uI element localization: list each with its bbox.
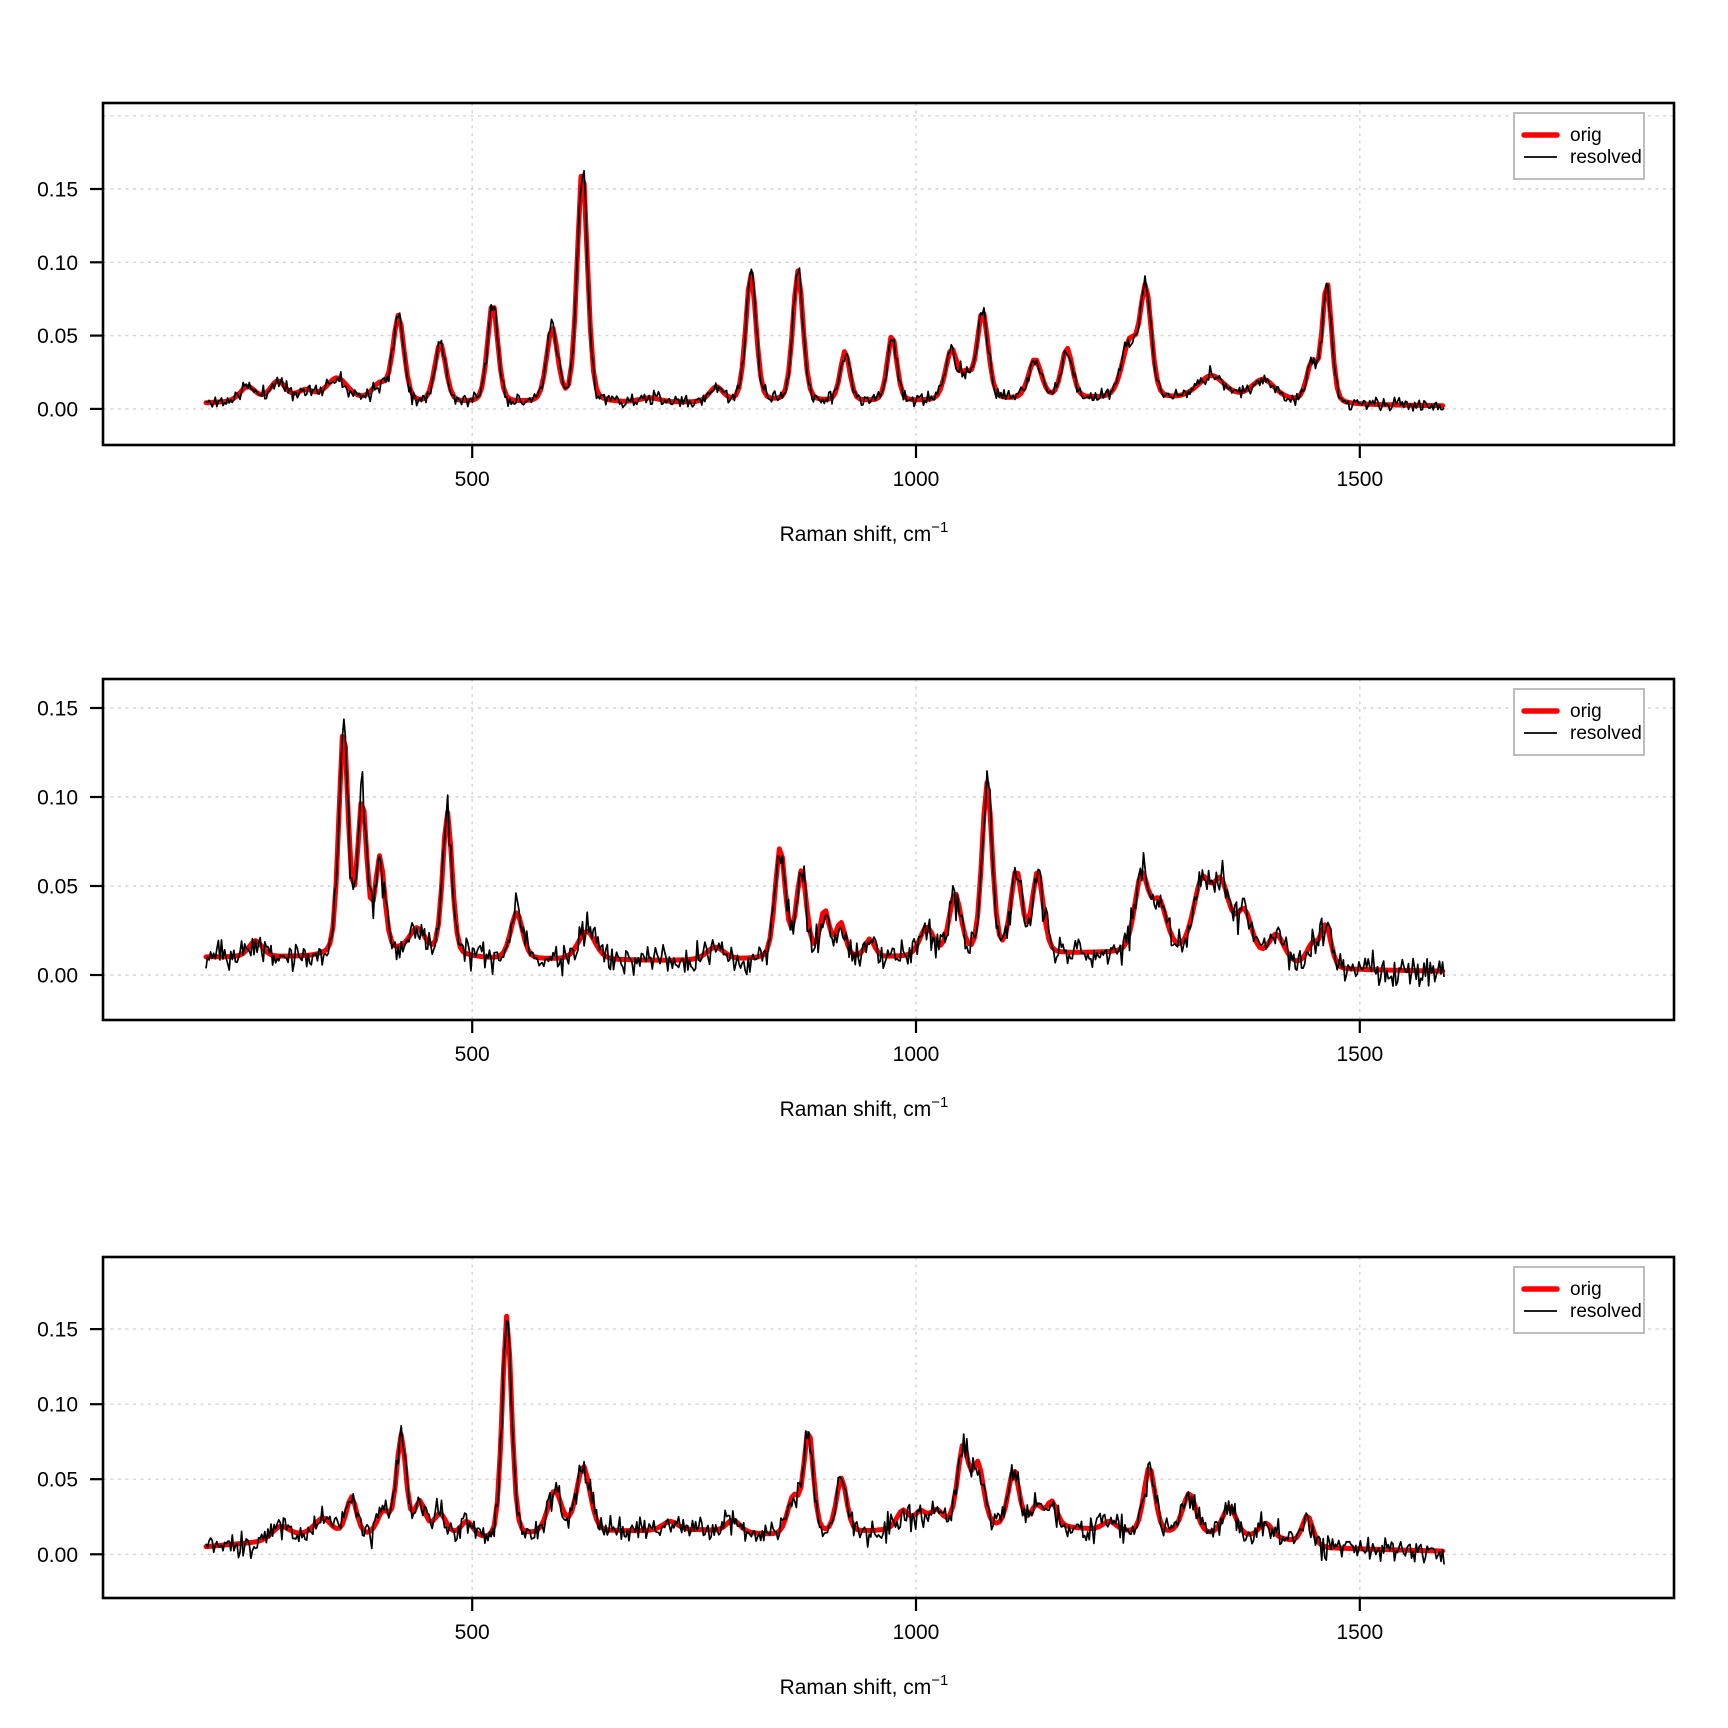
x-tick-label: 1000: [893, 468, 940, 491]
legend-box: [1513, 1266, 1645, 1334]
y-tick-label: 0.05: [37, 876, 78, 899]
tick-layer: 500 1000 1500 0.00 0.05 0.10 0.15: [37, 1319, 1383, 1644]
x-tick-label: 1500: [1336, 1043, 1383, 1066]
y-tick-label: 0.00: [37, 1544, 78, 1567]
legend-orig-label: orig: [1570, 701, 1602, 722]
x-tick-label: 500: [455, 1621, 490, 1644]
legend-box: [1513, 112, 1645, 180]
x-tick-label: 1500: [1336, 468, 1383, 491]
plot-frame: [101, 101, 1676, 447]
y-tick-label: 0.10: [37, 252, 78, 275]
tick-layer: 500 1000 1500 0.00 0.05 0.10 0.15: [37, 179, 1383, 492]
x-axis-label: Raman shift, cm−1: [780, 519, 949, 546]
y-tick-label: 0.00: [37, 398, 78, 421]
legend-box: [1513, 688, 1645, 756]
curve-layer: [203, 1313, 1446, 1565]
y-tick-label: 0.05: [37, 1469, 78, 1492]
x-tick-label: 500: [455, 1043, 490, 1066]
x-tick-label: 1000: [893, 1043, 940, 1066]
spectrum-panel-1: 500 1000 1500 0.00 0.05 0.10 0.15 Raman shift,…: [0, 0, 1728, 576]
grid-layer: [103, 103, 1674, 445]
tick-layer: 500 1000 1500 0.00 0.05 0.10 0.15: [37, 698, 1383, 1067]
y-tick-label: 0.00: [37, 965, 78, 988]
legend-resolved-label: resolved: [1570, 723, 1642, 744]
resolved-curve: [205, 1320, 1445, 1565]
spectrum-panel-2: 500 1000 1500 0.00 0.05 0.10 0.15 Raman shift,…: [0, 576, 1728, 1152]
orig-curve: [203, 173, 1446, 409]
y-tick-label: 0.15: [37, 1319, 78, 1342]
curve-layer: [203, 169, 1446, 412]
legend: orig resolved: [1513, 688, 1645, 756]
y-tick-label: 0.10: [37, 787, 78, 810]
orig-curve: [203, 733, 1446, 974]
legend: orig resolved: [1513, 112, 1645, 180]
y-tick-label: 0.15: [37, 698, 78, 721]
x-tick-label: 1000: [893, 1621, 940, 1644]
grid-layer: [103, 1257, 1674, 1598]
spectrum-panel-3: 500 1000 1500 0.00 0.05 0.10 0.15 Raman shift,…: [0, 1152, 1728, 1728]
curve-layer: [203, 718, 1446, 988]
x-axis-label: Raman shift, cm−1: [780, 1094, 949, 1121]
legend-resolved-label: resolved: [1570, 147, 1642, 168]
legend-resolved-label: resolved: [1570, 1301, 1642, 1322]
y-tick-label: 0.05: [37, 325, 78, 348]
resolved-curve: [205, 169, 1445, 412]
plot-frame: [101, 1255, 1676, 1600]
x-axis-label: Raman shift, cm−1: [780, 1672, 949, 1699]
orig-curve: [203, 1313, 1446, 1554]
legend: orig resolved: [1513, 1266, 1645, 1334]
y-tick-label: 0.10: [37, 1394, 78, 1417]
plot-frame: [101, 677, 1676, 1022]
y-tick-label: 0.15: [37, 179, 78, 202]
legend-orig-label: orig: [1570, 125, 1602, 146]
legend-orig-label: orig: [1570, 1279, 1602, 1300]
x-tick-label: 1500: [1336, 1621, 1383, 1644]
resolved-curve: [205, 718, 1445, 988]
x-tick-label: 500: [455, 468, 490, 491]
